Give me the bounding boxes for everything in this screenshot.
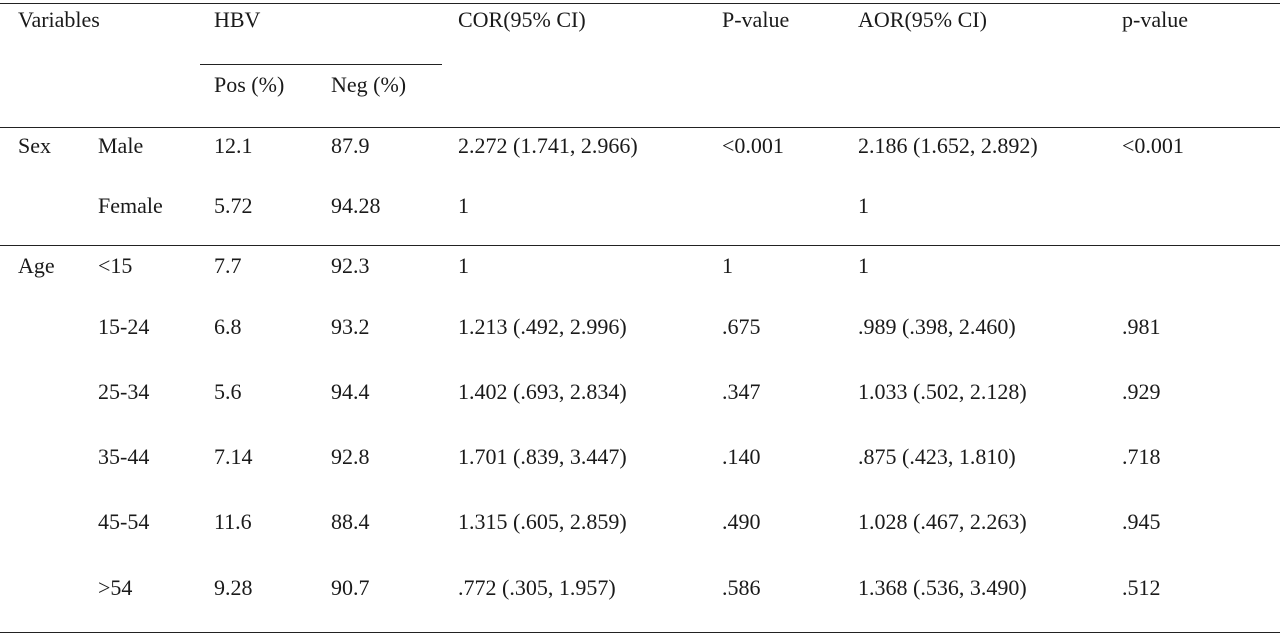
hbv-underline — [200, 64, 442, 65]
row-aor: 1 — [858, 253, 869, 278]
row-aor: .989 (.398, 2.460) — [858, 314, 1016, 339]
row-p2: .718 — [1122, 444, 1161, 469]
row-p1: 1 — [722, 253, 733, 278]
row-neg: 87.9 — [331, 133, 370, 158]
row-cor: 2.272 (1.741, 2.966) — [458, 133, 638, 158]
header-p-value-2: p-value — [1122, 7, 1188, 32]
row-p1: <0.001 — [722, 133, 784, 158]
row-pos: 6.8 — [214, 314, 242, 339]
row-aor: 2.186 (1.652, 2.892) — [858, 133, 1038, 158]
group-label-age: Age — [18, 253, 55, 278]
row-cor: 1 — [458, 193, 469, 218]
row-category: 25-34 — [98, 379, 150, 404]
row-p2: .945 — [1122, 509, 1161, 534]
row-aor: .875 (.423, 1.810) — [858, 444, 1016, 469]
header-neg: Neg (%) — [331, 72, 407, 97]
header-aor: AOR(95% CI) — [858, 7, 987, 32]
row-neg: 88.4 — [331, 509, 370, 534]
group-label-sex: Sex — [18, 133, 51, 158]
row-cor: 1.402 (.693, 2.834) — [458, 379, 627, 404]
sex-group-rule — [0, 245, 1280, 246]
header-variables: Variables — [18, 7, 100, 32]
row-neg: 94.4 — [331, 379, 370, 404]
row-neg: 92.3 — [331, 253, 370, 278]
row-pos: 5.6 — [214, 379, 242, 404]
header-cor: COR(95% CI) — [458, 7, 586, 32]
row-p1: .140 — [722, 444, 761, 469]
row-neg: 93.2 — [331, 314, 370, 339]
header-p-value-1: P-value — [722, 7, 790, 32]
row-p1: .675 — [722, 314, 761, 339]
header-pos: Pos (%) — [214, 72, 285, 97]
row-p1: .490 — [722, 509, 761, 534]
row-neg: 92.8 — [331, 444, 370, 469]
row-cor: 1 — [458, 253, 469, 278]
row-neg: 90.7 — [331, 575, 370, 600]
row-category: >54 — [98, 575, 133, 600]
header-bottom-rule — [0, 127, 1280, 128]
row-cor: .772 (.305, 1.957) — [458, 575, 616, 600]
row-p2: <0.001 — [1122, 133, 1184, 158]
row-category: 15-24 — [98, 314, 150, 339]
table-top-rule — [0, 3, 1280, 4]
row-cor: 1.701 (.839, 3.447) — [458, 444, 627, 469]
row-neg: 94.28 — [331, 193, 381, 218]
table-bottom-rule — [0, 632, 1280, 633]
row-p2: .512 — [1122, 575, 1161, 600]
row-pos: 7.7 — [214, 253, 242, 278]
row-category: Female — [98, 193, 163, 218]
row-cor: 1.213 (.492, 2.996) — [458, 314, 627, 339]
row-pos: 11.6 — [214, 509, 252, 534]
row-aor: 1 — [858, 193, 869, 218]
row-pos: 7.14 — [214, 444, 253, 469]
row-category: <15 — [98, 253, 133, 278]
row-category: 35-44 — [98, 444, 150, 469]
row-pos: 5.72 — [214, 193, 253, 218]
row-p2: .929 — [1122, 379, 1161, 404]
header-hbv: HBV — [214, 7, 261, 32]
row-pos: 12.1 — [214, 133, 253, 158]
row-p1: .347 — [722, 379, 761, 404]
row-category: 45-54 — [98, 509, 150, 534]
row-aor: 1.368 (.536, 3.490) — [858, 575, 1027, 600]
row-p2: .981 — [1122, 314, 1161, 339]
row-p1: .586 — [722, 575, 761, 600]
row-category: Male — [98, 133, 144, 158]
row-pos: 9.28 — [214, 575, 253, 600]
row-cor: 1.315 (.605, 2.859) — [458, 509, 627, 534]
row-aor: 1.033 (.502, 2.128) — [858, 379, 1027, 404]
row-aor: 1.028 (.467, 2.263) — [858, 509, 1027, 534]
